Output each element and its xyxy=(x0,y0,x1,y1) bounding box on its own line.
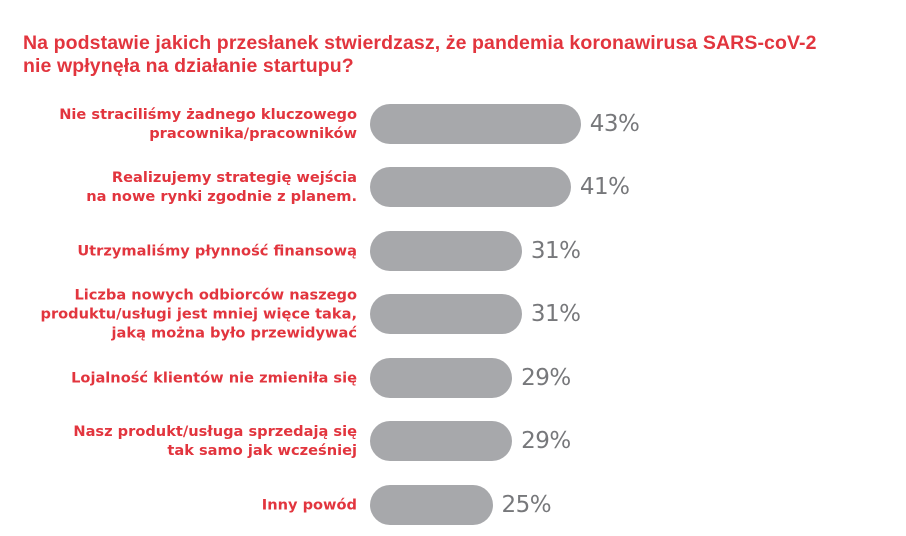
bar-row: Lojalność klientów nie zmieniła się 29% xyxy=(0,358,906,398)
category-label-line: jaką można było przewidywać xyxy=(111,324,357,342)
value-label: 31% xyxy=(530,301,581,327)
bar xyxy=(370,167,571,207)
category-label: Nie straciliśmy żadnego kluczowego praco… xyxy=(59,105,357,143)
category-label-line: Utrzymaliśmy płynność finansową xyxy=(77,242,357,260)
category-label-line: na nowe rynki zgodnie z planem. xyxy=(86,188,357,205)
bar-row: Utrzymaliśmy płynność finansową 31% xyxy=(0,231,906,271)
category-label-line: Inny powód xyxy=(261,496,357,514)
bar xyxy=(370,294,522,334)
category-label: Realizujemy strategię wejścia na nowe ry… xyxy=(86,168,357,206)
category-label-line: Liczba nowych odbiorców naszego xyxy=(74,286,357,304)
category-label: Lojalność klientów nie zmieniła się xyxy=(71,369,357,388)
category-label-line: Nie straciliśmy żadnego kluczowego xyxy=(59,106,357,123)
category-label-line: produktu/usługi jest mniej więce taka, xyxy=(40,305,357,323)
bar-row: Nie straciliśmy żadnego kluczowego praco… xyxy=(0,104,906,144)
value-label: 41% xyxy=(579,174,630,200)
chart-title: Na podstawie jakich przesłanek stwierdza… xyxy=(23,32,898,78)
category-label: Utrzymaliśmy płynność finansową xyxy=(77,242,357,261)
category-label: Inny powód xyxy=(262,496,357,515)
bar-row: Liczba nowych odbiorców naszego produktu… xyxy=(0,287,906,342)
category-label-line: Realizujemy strategię wejścia xyxy=(111,169,357,186)
chart-title-line-2: nie wpłynęła na działanie startupu? xyxy=(23,55,354,77)
bar xyxy=(370,231,522,271)
bar-row: Realizujemy strategię wejścia na nowe ry… xyxy=(0,167,906,207)
category-label: Nasz produkt/usługa sprzedają się tak sa… xyxy=(73,422,357,460)
value-label: 29% xyxy=(521,428,571,454)
category-label-line: Nasz produkt/usługa sprzedają się xyxy=(73,423,357,440)
value-label: 29% xyxy=(521,365,571,391)
category-label-line: pracownika/pracowników xyxy=(149,125,357,142)
value-label: 31% xyxy=(530,238,581,264)
category-label-line: Lojalność klientów nie zmieniła się xyxy=(71,369,357,387)
value-label: 25% xyxy=(501,492,552,518)
bar xyxy=(370,104,581,144)
bar xyxy=(370,421,513,461)
bar-row: Nasz produkt/usługa sprzedają się tak sa… xyxy=(0,421,906,461)
bar xyxy=(370,485,493,525)
category-label-line: tak samo jak wcześniej xyxy=(167,442,357,459)
bar xyxy=(370,358,513,398)
category-label: Liczba nowych odbiorców naszego produktu… xyxy=(41,286,357,343)
bar-row: Inny powód 25% xyxy=(0,485,906,525)
value-label: 43% xyxy=(589,111,640,137)
chart-title-line-1: Na podstawie jakich przesłanek stwierdza… xyxy=(23,32,817,54)
